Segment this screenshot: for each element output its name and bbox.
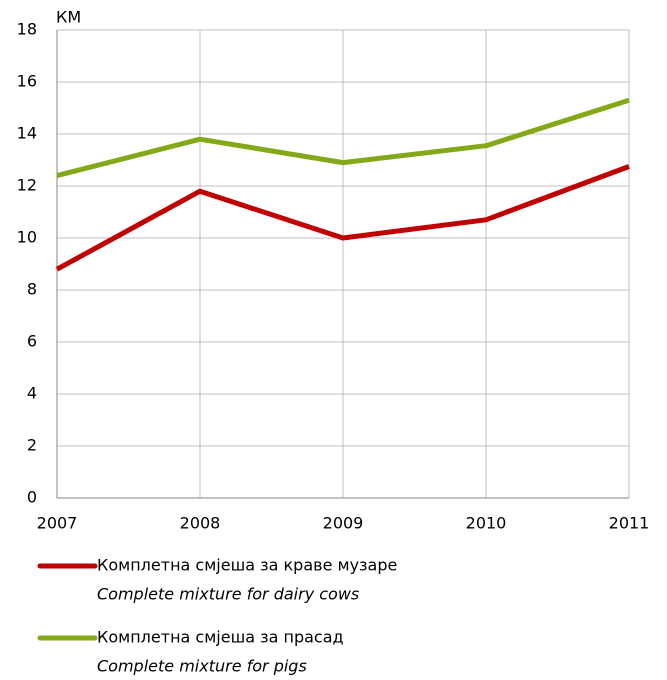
legend-label: Комплетна смјеша за краве музаре bbox=[97, 556, 397, 575]
y-axis-label: КМ bbox=[56, 8, 81, 27]
legend-label-english: Complete mixture for dairy cows bbox=[97, 585, 359, 604]
legend-label-english: Complete mixture for pigs bbox=[97, 657, 307, 676]
y-tick-label: 6 bbox=[27, 332, 37, 351]
x-tick-label: 2011 bbox=[609, 514, 650, 533]
data-line bbox=[56, 97, 630, 179]
y-tick-label: 10 bbox=[17, 228, 37, 247]
y-tick-label: 4 bbox=[27, 384, 37, 403]
x-tick-label: 2009 bbox=[323, 514, 364, 533]
x-tick-label: 2008 bbox=[180, 514, 221, 533]
y-tick-label: 8 bbox=[27, 280, 37, 299]
y-tick-label: 14 bbox=[17, 124, 37, 143]
y-tick-label: 18 bbox=[17, 20, 37, 39]
x-tick-label: 2007 bbox=[37, 514, 78, 533]
data-line bbox=[55, 164, 630, 272]
y-tick-label: 16 bbox=[17, 72, 37, 91]
y-tick-label: 0 bbox=[27, 488, 37, 507]
x-tick-label: 2010 bbox=[466, 514, 507, 533]
y-tick-label: 12 bbox=[17, 176, 37, 195]
legend-label: Комплетна смјеша за прасад bbox=[97, 628, 344, 647]
y-tick-label: 2 bbox=[27, 436, 37, 455]
